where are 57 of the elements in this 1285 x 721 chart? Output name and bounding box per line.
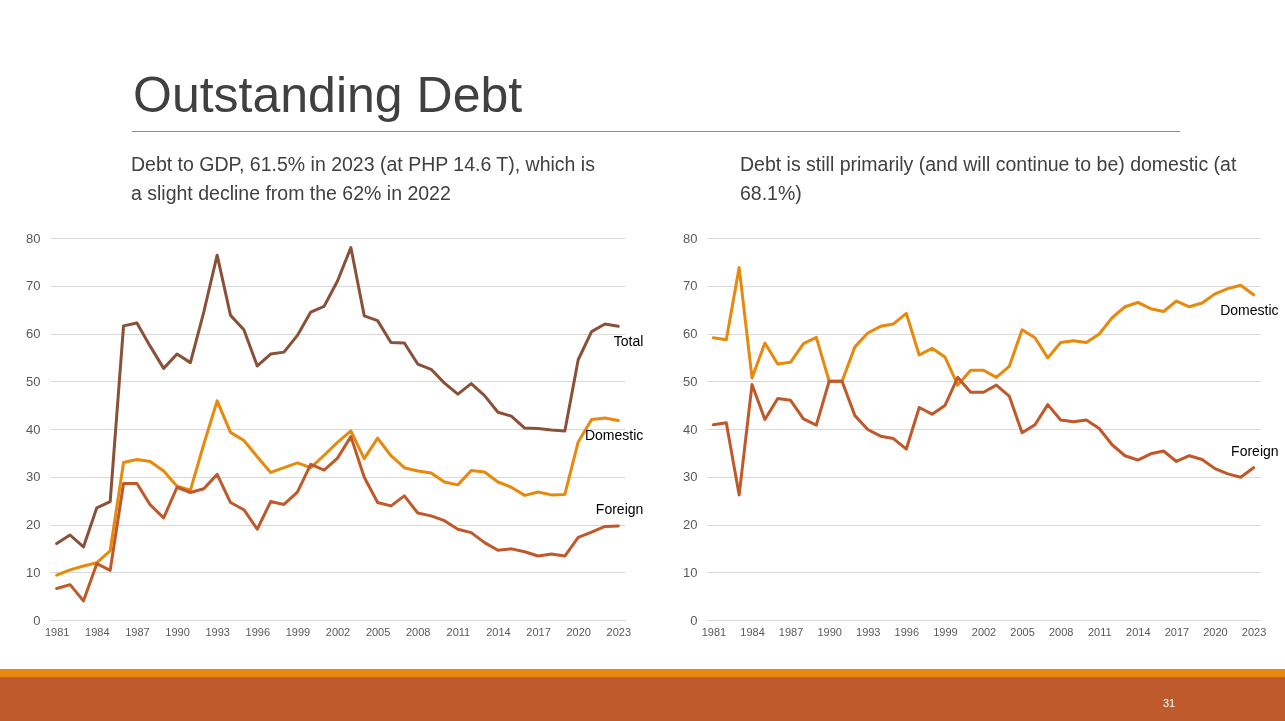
x-tick-label: 1987 — [125, 625, 150, 638]
x-tick-label: 1993 — [205, 625, 230, 638]
x-tick-label: 2002 — [971, 625, 997, 638]
series-label: Total — [613, 333, 644, 350]
y-tick-label: 40 — [683, 421, 698, 437]
series-label: Foreign — [1231, 442, 1279, 459]
x-tick-label: 2005 — [365, 625, 391, 638]
y-tick-label: 30 — [683, 469, 698, 485]
x-tick-label: 2014 — [486, 625, 511, 638]
x-tick-label: 2017 — [526, 625, 551, 638]
x-tick-label: 1987 — [778, 625, 804, 638]
x-tick-label: 1999 — [933, 625, 958, 638]
y-tick-label: 50 — [26, 373, 41, 389]
x-tick-label: 2020 — [566, 625, 591, 638]
y-tick-label: 20 — [26, 517, 41, 532]
y-tick-label: 0 — [690, 612, 698, 628]
x-tick-label: 1984 — [85, 625, 110, 638]
y-tick-label: 30 — [26, 469, 41, 485]
series-label: Domestic — [584, 427, 644, 444]
chart-subtitle: Debt to GDP, 61.5% in 2023 (at PHP 14.6 T), which is a slight decline from the 62% in 2022 — [131, 152, 596, 206]
y-tick-label: 70 — [683, 278, 698, 294]
x-tick-label: 1996 — [245, 625, 271, 638]
x-tick-label: 2020 — [1203, 625, 1228, 638]
text: 31 — [1163, 697, 1176, 709]
x-tick-label: 1981 — [701, 625, 727, 638]
chart-title: Outstanding Debt — [133, 66, 523, 124]
x-tick-label: 2008 — [1048, 625, 1074, 638]
y-tick-label: 20 — [683, 517, 698, 532]
y-tick-label: 80 — [26, 230, 41, 246]
series-label: Domestic — [1220, 301, 1279, 318]
x-tick-label: 1993 — [856, 625, 881, 638]
y-tick-label: 40 — [26, 421, 41, 437]
y-tick-label: 60 — [683, 326, 698, 341]
x-tick-label: 1981 — [44, 625, 70, 638]
x-tick-label: 2008 — [405, 625, 431, 638]
chart-subtitle: Debt is still primarily (and will continue to be) domestic (at 68.1%) — [740, 152, 1238, 206]
x-tick-label: 2005 — [1010, 625, 1035, 638]
x-tick-label: 2011 — [1087, 625, 1112, 638]
x-tick-label: 1999 — [285, 625, 311, 638]
y-tick-label: 80 — [683, 230, 698, 246]
x-tick-label: 2023 — [606, 625, 632, 638]
x-tick-label: 1990 — [165, 625, 190, 638]
x-tick-label: 2002 — [325, 625, 351, 638]
x-tick-label: 1996 — [894, 625, 920, 638]
y-tick-label: 0 — [33, 612, 41, 628]
y-tick-label: 10 — [26, 564, 41, 580]
y-tick-label: 10 — [683, 564, 698, 580]
y-tick-label: 70 — [26, 278, 41, 294]
y-tick-label: 50 — [683, 373, 698, 389]
x-tick-label: 2011 — [446, 625, 471, 638]
x-tick-label: 2023 — [1241, 625, 1267, 638]
x-tick-label: 1984 — [740, 625, 765, 638]
y-tick-label: 60 — [26, 326, 41, 341]
x-tick-label: 1990 — [817, 625, 842, 638]
x-tick-label: 2017 — [1164, 625, 1190, 638]
series-label: Foreign — [595, 500, 644, 517]
x-tick-label: 2014 — [1126, 625, 1151, 638]
